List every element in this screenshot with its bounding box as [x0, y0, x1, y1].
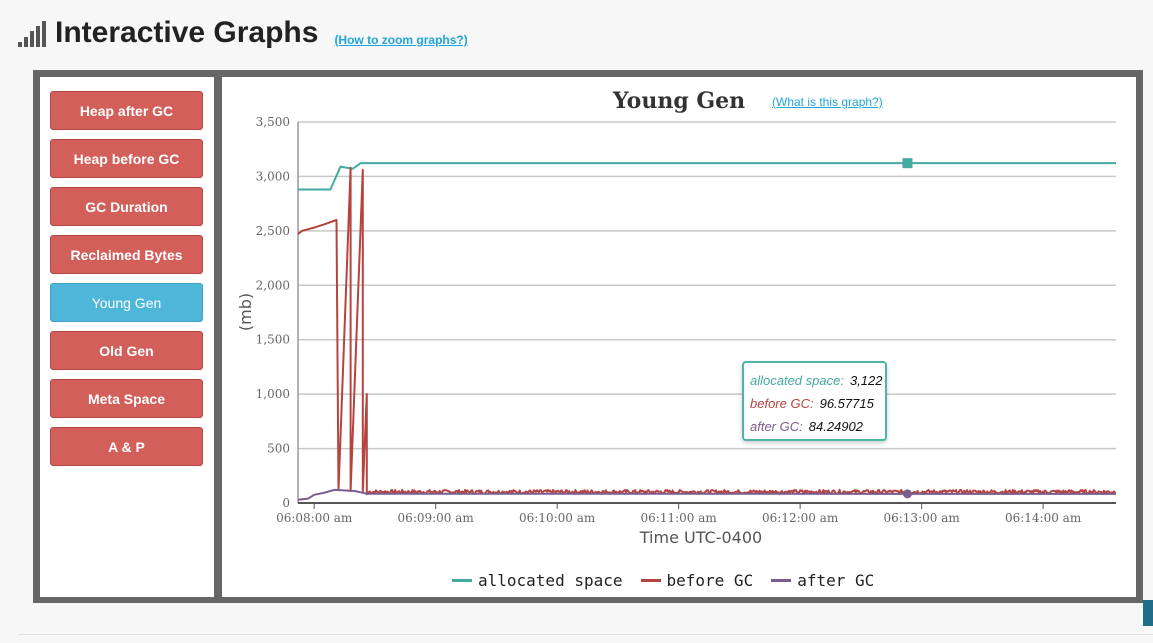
legend-item-after[interactable]: after GC: [771, 571, 874, 590]
tooltip-allocated-label: allocated space:: [750, 373, 844, 388]
reclaimed-bytes-button[interactable]: Reclaimed Bytes: [50, 235, 203, 274]
legend-swatch-after: [771, 579, 792, 582]
heap-before-gc-button[interactable]: Heap before GC: [50, 139, 203, 178]
hover-marker-after-gc: [902, 489, 912, 499]
series-line-before-gc: [297, 166, 1117, 496]
x-axis-label: Time UTC-0400: [639, 528, 762, 547]
series-line-allocated: [298, 162, 1116, 191]
hover-marker-allocated: [902, 158, 913, 169]
x-tick-label: 06:11:00 am: [641, 511, 718, 525]
y-tick-label: 2,000: [256, 278, 290, 292]
page-title: Interactive Graphs: [55, 16, 319, 49]
heap-after-gc-button[interactable]: Heap after GC: [50, 91, 203, 130]
y-axis-label: (mb): [236, 293, 255, 331]
signal-bars-icon: [18, 21, 46, 47]
y-tick-label: 3,000: [256, 169, 290, 183]
x-tick-label: 06:10:00 am: [519, 511, 596, 525]
tooltip-after-label: after GC:: [750, 419, 803, 434]
y-tick-label: 0: [282, 496, 290, 510]
y-tick-label: 3,500: [256, 115, 290, 129]
tooltip-before-label: before GC:: [750, 396, 814, 411]
page-header: Interactive Graphs (How to zoom graphs?): [18, 14, 468, 54]
y-tick-label: 2,500: [256, 224, 290, 238]
x-tick-label: 06:13:00 am: [883, 511, 960, 525]
y-tick-label: 1,000: [256, 387, 290, 401]
gc-duration-button[interactable]: GC Duration: [50, 187, 203, 226]
meta-space-button[interactable]: Meta Space: [50, 379, 203, 418]
graph-selector-sidebar: Heap after GC Heap before GC GC Duration…: [40, 77, 214, 597]
legend-label-allocated: allocated space: [478, 571, 623, 590]
old-gen-button[interactable]: Old Gen: [50, 331, 203, 370]
what-is-this-graph-link[interactable]: (What is this graph?): [772, 95, 883, 109]
legend-swatch-before: [640, 579, 661, 582]
scroll-to-top-button[interactable]: [1143, 600, 1153, 626]
young-gen-button[interactable]: Young Gen: [50, 283, 203, 322]
tooltip-before-value: 96.57715: [819, 396, 874, 411]
legend-label-before: before GC: [666, 571, 754, 590]
tooltip-after-row: after GC: 84.24902: [750, 415, 885, 438]
how-to-zoom-link[interactable]: (How to zoom graphs?): [334, 33, 468, 47]
legend-item-before[interactable]: before GC: [640, 571, 754, 590]
chart-legend: allocated space before GC after GC: [452, 571, 892, 590]
tooltip-before-row: before GC: 96.57715: [750, 392, 885, 415]
graphs-container: Heap after GC Heap before GC GC Duration…: [33, 70, 1143, 603]
legend-item-allocated[interactable]: allocated space: [452, 571, 623, 590]
y-tick-label: 500: [267, 442, 290, 456]
tooltip-allocated-row: allocated space: 3,122: [750, 369, 885, 392]
a-and-p-button[interactable]: A & P: [50, 427, 203, 466]
tooltip-allocated-value: 3,122: [849, 373, 883, 388]
x-tick-label: 06:09:00 am: [398, 511, 475, 525]
footer-divider: [18, 634, 1153, 635]
series-line-after-gc: [297, 488, 1117, 501]
x-tick-label: 06:14:00 am: [1005, 511, 1082, 525]
legend-swatch-allocated: [452, 579, 472, 582]
x-tick-label: 06:12:00 am: [762, 511, 839, 525]
y-tick-label: 1,500: [256, 333, 290, 347]
chart-title: Young Gen: [612, 88, 745, 114]
young-gen-chart[interactable]: Young Gen 0 500 1,000 1,500 2,000 2,500 3,000 3,…: [232, 87, 1127, 587]
tooltip-after-value: 84.24902: [808, 419, 863, 434]
chart-tooltip: allocated space: 3,122 before GC: 96.57715…: [742, 361, 887, 441]
x-tick-label: 06:08:00 am: [276, 511, 353, 525]
chart-panel: Young Gen 0 500 1,000 1,500 2,000 2,500 3,000 3,…: [222, 77, 1136, 597]
legend-label-after: after GC: [797, 571, 875, 590]
